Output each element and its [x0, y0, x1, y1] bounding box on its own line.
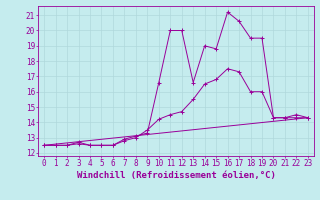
- X-axis label: Windchill (Refroidissement éolien,°C): Windchill (Refroidissement éolien,°C): [76, 171, 276, 180]
